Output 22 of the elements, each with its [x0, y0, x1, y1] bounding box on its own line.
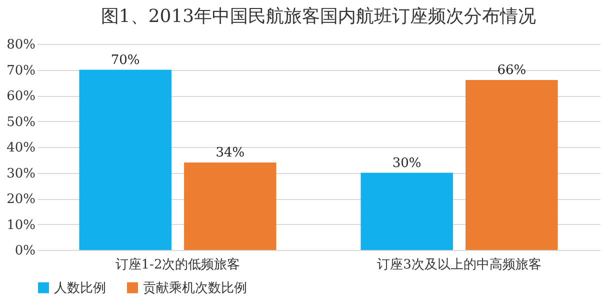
bar — [466, 80, 558, 250]
y-tick-label: 0% — [14, 244, 36, 258]
data-label: 30% — [392, 156, 422, 171]
data-label: 70% — [110, 52, 140, 68]
y-tick-label: 60% — [6, 89, 36, 104]
y-tick-label: 10% — [6, 218, 36, 233]
x-tick-label: 订座1-2次的低频旅客 — [115, 256, 240, 272]
legend-label: 人数比例 — [54, 280, 106, 296]
data-label: 34% — [216, 145, 245, 160]
data-label: 66% — [497, 63, 526, 78]
y-tick-label: 50% — [6, 114, 36, 130]
chart-title: 图1、2013年中国民航旅客国内航班订座频次分布情况 — [100, 6, 536, 27]
bar — [79, 70, 172, 250]
y-tick-label: 30% — [6, 166, 36, 182]
y-tick-label: 40% — [6, 140, 36, 156]
bar — [360, 172, 453, 250]
x-tick-label: 订座3次及以上的中高频旅客 — [377, 256, 542, 272]
bar — [184, 162, 276, 250]
y-tick-label: 80% — [6, 38, 36, 52]
y-tick-label: 20% — [6, 192, 36, 207]
y-tick-label: 70% — [6, 63, 36, 78]
legend-label: 贡献乘机次数比例 — [143, 280, 247, 296]
